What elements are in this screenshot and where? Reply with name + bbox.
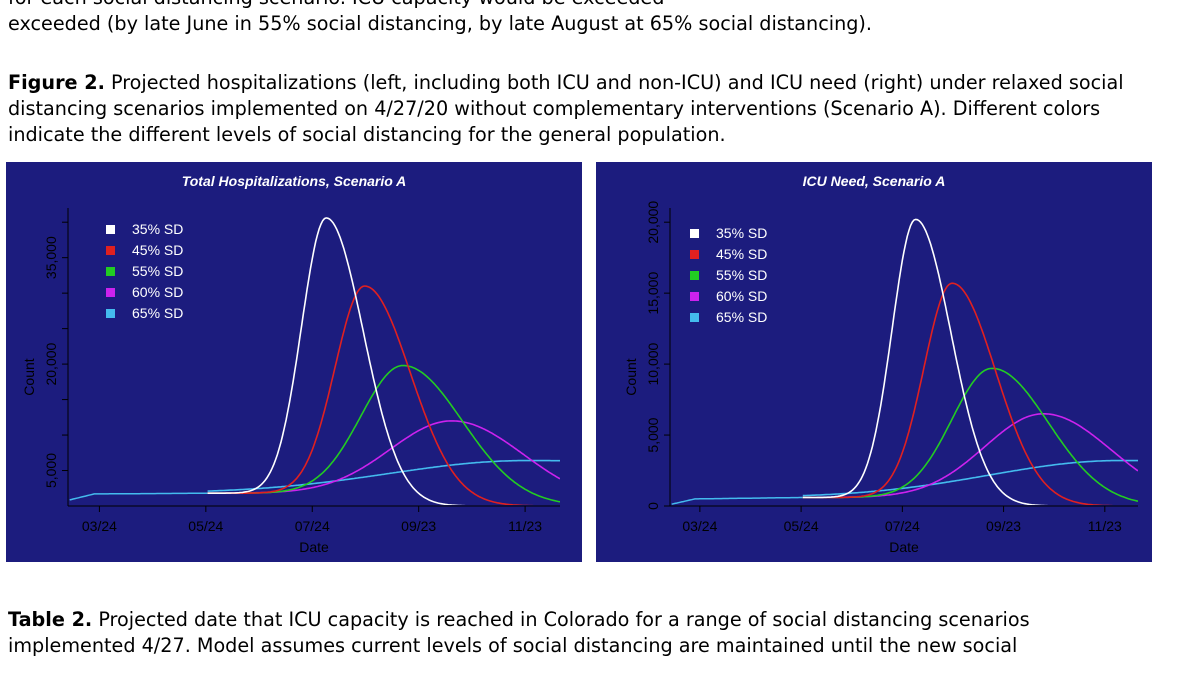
x-tick-label: 09/23 <box>986 518 1021 534</box>
series-line-35-sd <box>802 218 1052 505</box>
body-text-line-2: exceeded (by late June in 55% social dis… <box>8 12 873 35</box>
legend-label: 35% SD <box>716 225 767 241</box>
legend-label: 55% SD <box>716 267 767 283</box>
x-tick-label: 03/24 <box>682 518 717 534</box>
series-line-45-sd <box>802 282 1117 505</box>
legend-label: 45% SD <box>132 242 183 258</box>
y-tick-label: 5,000 <box>645 417 661 452</box>
table-label: Table 2. <box>8 608 93 631</box>
x-tick-label: 07/24 <box>885 518 920 534</box>
table-caption-line-2: implemented 4/27. Model assumes current … <box>8 634 1018 657</box>
legend-label: 45% SD <box>716 246 767 262</box>
x-tick-label: 05/24 <box>784 518 819 534</box>
y-axis-label: Count <box>21 358 37 395</box>
x-tick-label: 07/24 <box>295 518 330 534</box>
y-axis-label: Count <box>623 358 639 395</box>
y-tick-label: 5,000 <box>43 453 59 488</box>
figure-caption-line-1: Projected hospitalizations (left, includ… <box>104 71 1124 94</box>
y-tick-label: 10,000 <box>645 342 661 385</box>
legend-swatch <box>690 250 699 259</box>
x-axis-label: Date <box>299 539 329 555</box>
y-tick-label: 20,000 <box>645 201 661 244</box>
legend-swatch <box>106 309 115 318</box>
figure-caption-line-3: indicate the different levels of social … <box>8 123 726 146</box>
chart-title: Total Hospitalizations, Scenario A <box>182 173 407 189</box>
legend-label: 60% SD <box>716 288 767 304</box>
legend-label: 55% SD <box>132 263 183 279</box>
legend-swatch <box>690 271 699 280</box>
legend-swatch <box>690 313 699 322</box>
legend-label: 60% SD <box>132 284 183 300</box>
legend-swatch <box>106 225 115 234</box>
legend-label: 35% SD <box>132 221 183 237</box>
figure-caption: Figure 2. Projected hospitalizations (le… <box>8 70 1198 148</box>
plot-background <box>6 162 582 562</box>
chart-title: ICU Need, Scenario A <box>803 173 946 189</box>
series-line-45-sd <box>207 285 538 505</box>
legend-label: 65% SD <box>132 305 183 321</box>
body-text-line-1: for each social distancing scenario. ICU… <box>8 0 664 9</box>
figure-caption-line-2: distancing scenarios implemented on 4/27… <box>8 97 1101 120</box>
body-text: for each social distancing scenario. ICU… <box>8 0 1198 37</box>
x-tick-label: 05/24 <box>188 518 223 534</box>
icu-need-chart: ICU Need, Scenario A 03/24 05/24 07/24 09/23… <box>596 162 1152 562</box>
baseline-series <box>69 492 210 501</box>
legend-swatch <box>106 267 115 276</box>
series-line-65-sd <box>802 459 1138 497</box>
legend-label: 65% SD <box>716 309 767 325</box>
legend-swatch <box>106 288 115 297</box>
table-caption: Table 2. Projected date that ICU capacit… <box>8 607 1198 659</box>
total-hospitalizations-chart: Total Hospitalizations, Scenario A 03/24 0… <box>6 162 582 562</box>
baseline-series <box>671 496 805 505</box>
table-caption-line-1: Projected date that ICU capacity is reac… <box>92 608 1030 631</box>
legend-swatch <box>690 292 699 301</box>
x-axis-label: Date <box>889 539 919 555</box>
x-tick-label: 03/24 <box>82 518 117 534</box>
y-tick-label: 0 <box>645 502 661 510</box>
x-tick-label: 09/23 <box>401 518 436 534</box>
figure-label: Figure 2. <box>8 71 105 94</box>
y-tick-label: 15,000 <box>645 272 661 315</box>
legend-swatch <box>690 229 699 238</box>
series-line-65-sd <box>207 459 560 492</box>
y-tick-label: 35,000 <box>43 236 59 279</box>
series-line-35-sd <box>207 217 470 505</box>
x-tick-label: 11/23 <box>508 518 542 534</box>
y-tick-label: 20,000 <box>43 342 59 385</box>
legend-swatch <box>106 246 115 255</box>
x-tick-label: 11/23 <box>1088 518 1122 534</box>
